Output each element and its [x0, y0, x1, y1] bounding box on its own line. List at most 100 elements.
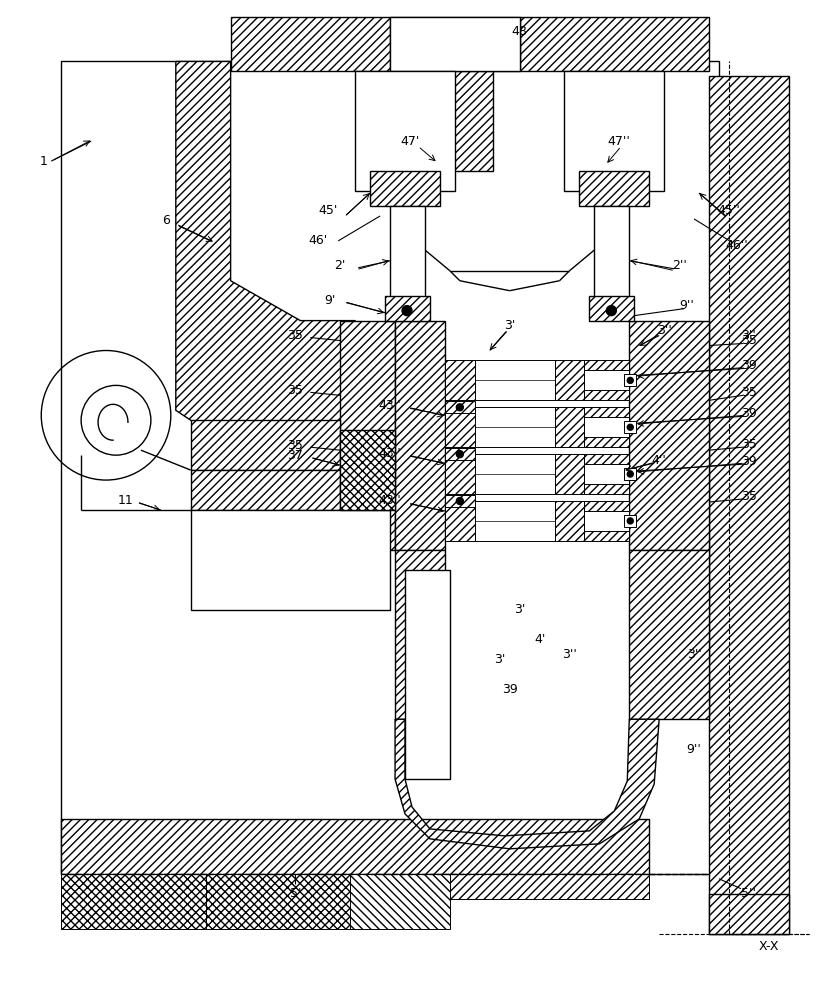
Bar — [555, 454, 585, 494]
Bar — [355, 71, 455, 191]
Bar — [191, 420, 340, 470]
Bar — [61, 819, 649, 874]
Polygon shape — [176, 61, 355, 480]
Text: 39: 39 — [741, 407, 757, 420]
Bar — [629, 550, 709, 719]
Text: 9'': 9'' — [686, 743, 701, 756]
Bar — [475, 501, 555, 541]
Bar — [555, 501, 585, 541]
Bar — [450, 874, 649, 899]
Bar — [580, 171, 649, 206]
Text: 43'': 43'' — [379, 399, 401, 412]
Bar — [405, 570, 450, 779]
Text: 6: 6 — [162, 214, 170, 227]
Bar — [475, 407, 555, 447]
Text: 3'': 3'' — [742, 329, 757, 342]
Text: 35: 35 — [288, 439, 304, 452]
Bar — [624, 515, 636, 527]
Bar — [555, 360, 585, 400]
Bar — [585, 501, 629, 541]
Circle shape — [628, 471, 633, 477]
Polygon shape — [395, 719, 659, 849]
Text: 4': 4' — [534, 633, 545, 646]
Text: 1: 1 — [40, 155, 47, 168]
Bar — [629, 321, 709, 550]
Bar — [390, 17, 519, 71]
Text: 35: 35 — [288, 384, 304, 397]
Bar — [61, 874, 206, 929]
Bar — [61, 61, 719, 874]
Circle shape — [457, 498, 463, 504]
Bar — [585, 464, 629, 484]
Text: 48: 48 — [512, 25, 528, 38]
Bar — [624, 468, 636, 480]
Bar — [590, 296, 634, 321]
Text: 46': 46' — [308, 234, 328, 247]
Bar — [585, 417, 629, 437]
Text: 5': 5' — [289, 887, 301, 900]
Bar — [370, 171, 440, 206]
Circle shape — [628, 377, 633, 383]
Text: 39: 39 — [741, 455, 757, 468]
Bar — [438, 71, 493, 171]
Text: 2'': 2'' — [672, 259, 686, 272]
Text: 45': 45' — [318, 204, 338, 217]
Bar — [585, 370, 629, 390]
Bar — [445, 448, 475, 460]
Bar — [475, 454, 555, 494]
Text: X-X: X-X — [758, 940, 779, 953]
Text: 3': 3' — [504, 319, 515, 332]
Text: 35: 35 — [741, 438, 757, 451]
Bar — [206, 874, 350, 929]
Bar — [395, 321, 445, 550]
Text: 3'': 3'' — [562, 648, 577, 661]
Bar — [624, 421, 636, 433]
Bar — [445, 495, 475, 507]
Text: 9': 9' — [324, 294, 336, 307]
Bar — [395, 550, 445, 719]
Circle shape — [606, 306, 616, 316]
Bar — [191, 470, 340, 510]
Text: 37: 37 — [288, 449, 304, 462]
Bar — [565, 71, 664, 191]
Text: 9'': 9'' — [680, 299, 695, 312]
Bar — [350, 874, 450, 929]
Bar — [624, 374, 636, 386]
Text: 35: 35 — [288, 329, 304, 342]
Circle shape — [457, 451, 463, 458]
Text: 35: 35 — [741, 334, 757, 347]
Bar — [585, 360, 629, 400]
Bar — [585, 454, 629, 494]
Circle shape — [628, 518, 633, 524]
Bar — [585, 407, 629, 447]
Text: 4'': 4'' — [652, 454, 667, 467]
Circle shape — [402, 306, 412, 316]
Text: 45'': 45'' — [718, 204, 740, 217]
Bar — [445, 401, 475, 413]
Text: 3'': 3'' — [657, 324, 672, 337]
Text: 43'': 43'' — [379, 447, 401, 460]
Text: 2': 2' — [335, 259, 346, 272]
Bar — [709, 76, 789, 934]
Text: 46'': 46'' — [725, 239, 748, 252]
Bar — [475, 360, 555, 400]
Bar — [390, 206, 425, 301]
Bar — [709, 894, 789, 934]
Bar — [340, 430, 395, 510]
Text: 3': 3' — [494, 653, 505, 666]
Bar — [191, 510, 390, 610]
Bar — [445, 360, 475, 400]
Text: 3': 3' — [514, 603, 525, 616]
Bar — [445, 501, 475, 541]
Bar — [385, 296, 430, 321]
Text: 47'': 47'' — [608, 135, 631, 148]
Text: 43'': 43'' — [379, 494, 401, 507]
Circle shape — [628, 424, 633, 430]
Text: 35: 35 — [741, 490, 757, 503]
Bar — [555, 407, 585, 447]
Text: 3'': 3'' — [686, 648, 701, 661]
Text: 39: 39 — [741, 359, 757, 372]
Bar — [231, 17, 709, 71]
Bar — [340, 321, 395, 550]
Text: 11: 11 — [118, 493, 134, 506]
